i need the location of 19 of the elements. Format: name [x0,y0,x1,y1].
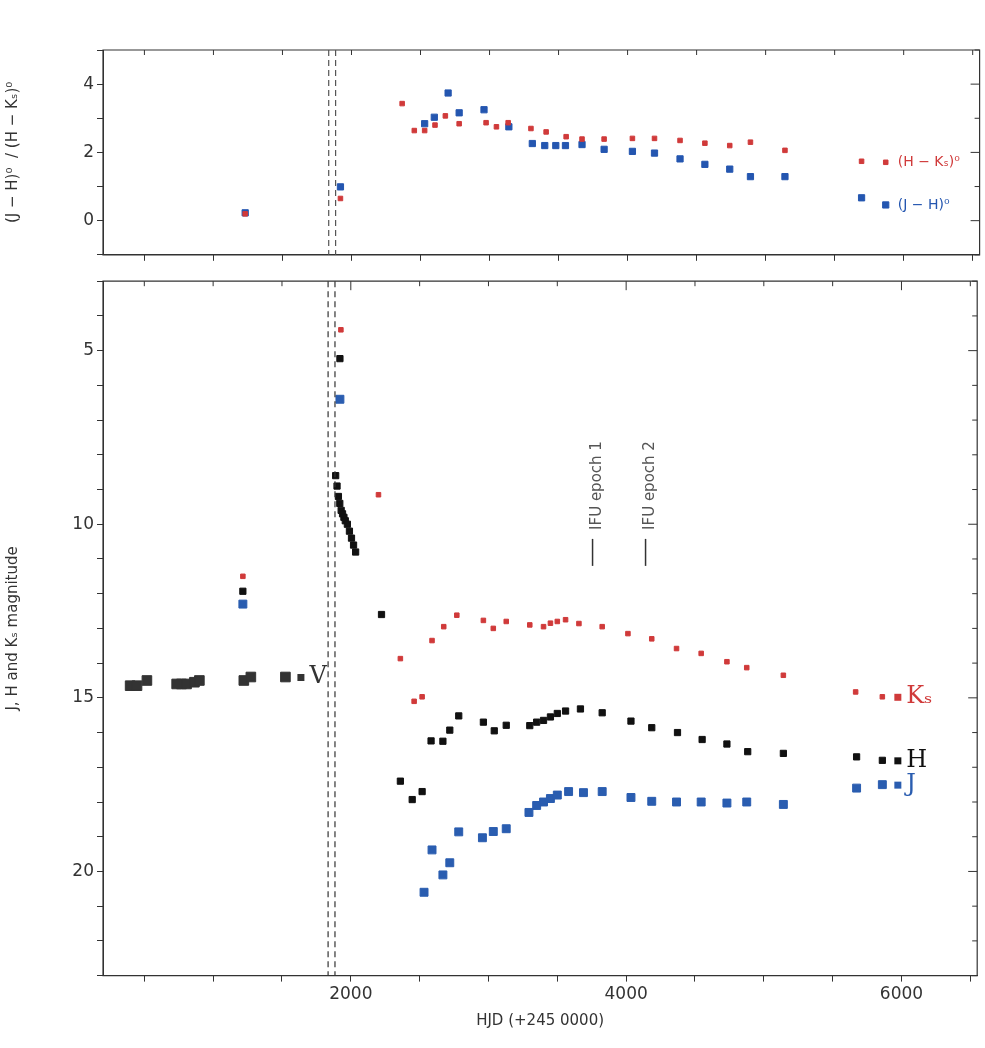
legend-label: V [308,661,328,690]
annotation: IFU epoch 1 [587,441,606,530]
y-tick-label: 5 [83,339,94,360]
y-tick-label: 20 [72,859,94,880]
y-tick-label: 10 [72,512,94,533]
x-axis-title: HJD (+245 0000) [476,1010,605,1029]
y-axis-title: J, H and Kₛ magnitude [2,546,21,712]
y-tick-label: 15 [72,686,94,707]
series-label: (J − H)⁰ [897,195,950,212]
x-tick-label: 4000 [604,983,648,1004]
y-tick-label: 4 [83,72,94,93]
y-axis-title: (J − H)⁰ / (H − Kₛ)⁰ [2,81,21,224]
y-tick-label: 0 [83,209,94,230]
x-tick-label: 2000 [329,983,373,1004]
series-label: (H − Kₛ)⁰ [897,152,961,169]
x-tick-label: 6000 [879,983,924,1004]
annotation: IFU epoch 2 [640,441,659,530]
legend-label: Kₛ [906,681,933,710]
y-tick-label: 2 [83,140,94,161]
